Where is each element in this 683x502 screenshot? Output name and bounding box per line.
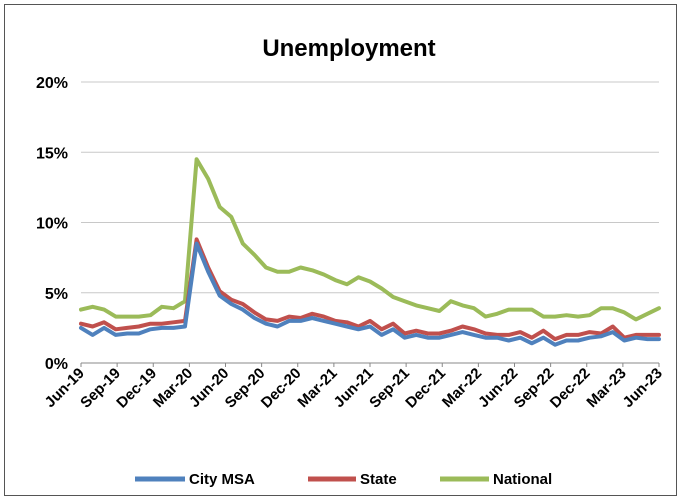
x-tick-label: Mar-22 [439,365,485,411]
x-axis: Jun-19Sep-19Dec-19Mar-20Jun-20Sep-20Dec-… [42,363,666,412]
chart-title: Unemployment [262,35,435,62]
y-tick-label: 15% [36,145,68,162]
legend-label: State [360,471,397,488]
y-axis-ticks: 0% 5% 10% 15% 20% [36,75,68,373]
y-tick-label: 10% [36,216,68,233]
chart-frame [4,4,677,496]
y-tick-label: 0% [45,356,68,373]
gridlines [81,81,659,364]
series-lines [79,157,661,347]
y-tick-label: 20% [36,75,68,92]
series-line-city-msa [79,241,661,347]
x-tick-label: Dec-22 [547,365,594,412]
y-tick-label: 5% [45,286,68,303]
series-line-state [79,237,661,342]
x-tick-label: Mar-20 [150,365,196,411]
x-tick-label: Mar-21 [294,365,340,411]
x-tick-label: Dec-21 [402,365,449,412]
legend: City MSA State National [135,471,552,488]
x-tick-label: Dec-19 [113,365,160,412]
series-line-national [79,157,661,322]
x-tick-label: Mar-23 [583,365,629,411]
x-tick-label: Jun-23 [620,365,666,411]
legend-label: City MSA [189,471,255,488]
x-tick-label: Dec-20 [258,365,305,412]
legend-label: National [493,471,552,488]
